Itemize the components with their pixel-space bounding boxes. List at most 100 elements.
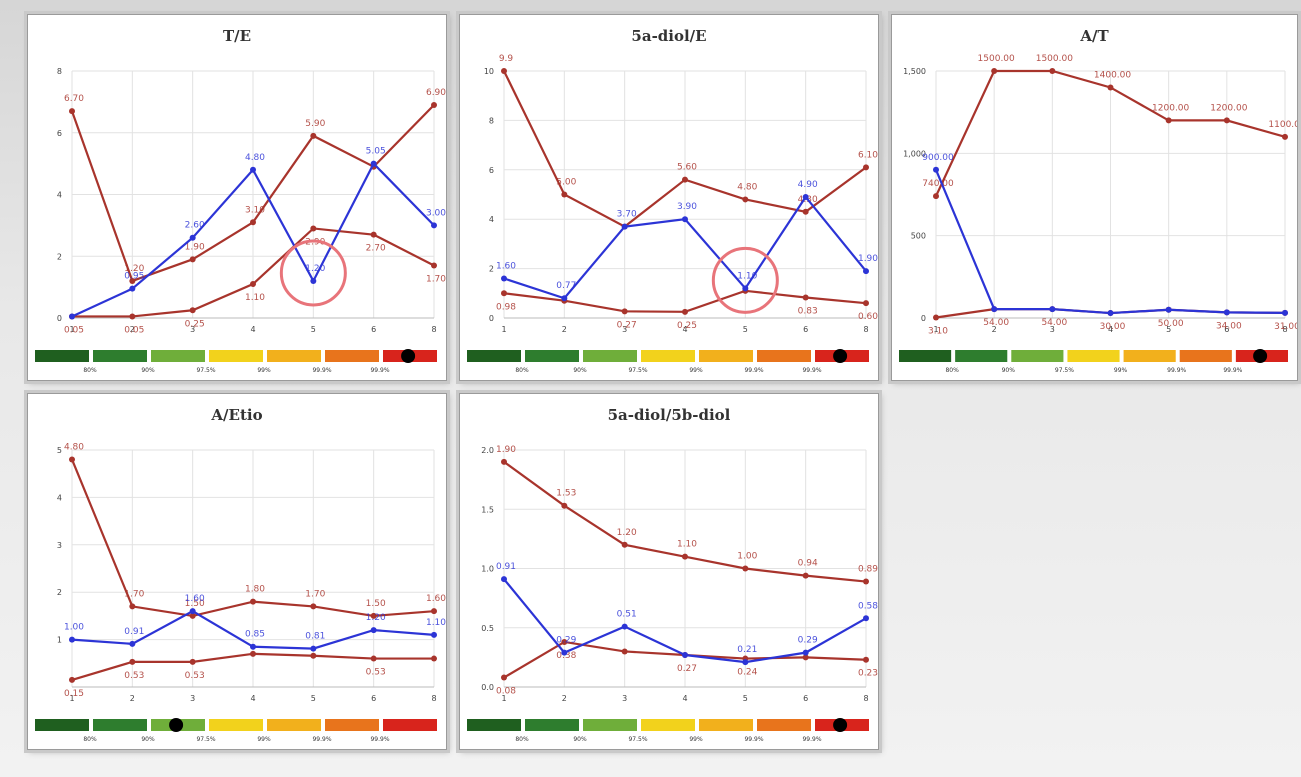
severity-band-segment: [325, 350, 379, 362]
band-indicator-dot: [401, 349, 416, 363]
data-label: 0.29: [556, 636, 576, 646]
data-label: 3.70: [617, 210, 637, 220]
data-label: 0.91: [496, 562, 516, 572]
data-label: 0.85: [245, 630, 265, 640]
x-tick-label: 1: [501, 325, 506, 334]
data-label: 0.21: [737, 645, 757, 655]
data-label: 0.27: [617, 320, 637, 330]
highlight-circle: [711, 246, 779, 314]
x-tick-label: 4: [1108, 325, 1113, 334]
data-label: 5.60: [677, 163, 697, 173]
data-label: 4.90: [798, 180, 818, 190]
data-point: [189, 256, 196, 263]
y-tick-label: 4: [489, 215, 494, 224]
data-point: [129, 313, 136, 320]
data-point: [621, 308, 628, 315]
x-tick-label: 8: [1282, 325, 1287, 334]
data-point: [802, 649, 809, 656]
data-label: 1.10: [426, 618, 446, 628]
data-label: 6.90: [426, 88, 446, 98]
data-label: 0.53: [185, 671, 205, 681]
data-label: 3.00: [426, 208, 446, 218]
band-threshold-label: 97.5%: [628, 736, 647, 743]
severity-band-segment: [467, 350, 521, 362]
data-label: 0.81: [305, 632, 325, 642]
y-tick-label: 2: [57, 588, 62, 597]
data-label: 1.20: [617, 528, 637, 538]
band-indicator-dot: [833, 718, 848, 732]
severity-band-segment: [641, 350, 695, 362]
chart-title: A/Etio: [210, 406, 262, 424]
data-point: [1165, 117, 1172, 124]
chart-title: 5a-diol/E: [631, 27, 706, 45]
y-tick-label: 0: [489, 314, 494, 323]
data-point: [189, 234, 196, 241]
data-label: 1500.00: [978, 54, 1015, 64]
band-threshold-label: 99%: [689, 367, 703, 374]
chart-title: A/T: [1079, 27, 1109, 45]
x-tick-label: 2: [562, 694, 567, 703]
data-label: 0.25: [185, 319, 205, 329]
data-point: [802, 193, 809, 200]
data-point: [802, 294, 809, 301]
data-point: [501, 458, 507, 465]
data-point: [129, 658, 136, 665]
data-label: 2.70: [366, 244, 386, 254]
x-tick-label: 3: [190, 325, 195, 334]
data-label: 4.80: [737, 182, 757, 192]
band-threshold-label: 99.9%: [370, 736, 389, 743]
data-point: [682, 216, 688, 223]
band-threshold-label: 97.5%: [196, 736, 215, 743]
band-threshold-label: 90%: [573, 736, 587, 743]
severity-band-segment: [383, 719, 437, 731]
y-tick-label: 6: [489, 166, 494, 175]
band-threshold-label: 90%: [573, 367, 587, 374]
x-tick-label: 1: [69, 325, 74, 334]
y-tick-label: 0.5: [481, 624, 494, 633]
data-label: 1200.00: [1210, 103, 1247, 113]
x-tick-label: 4: [250, 694, 255, 703]
y-tick-label: 500: [911, 232, 926, 241]
data-label: 2.60: [185, 221, 205, 231]
chart-panel-t-e: T/E 0 2 4 6 8 1 2 3 4 5 6 8 6.70 1.20 1.90 3.10 5.90 6.90 0…: [27, 14, 447, 381]
data-point: [1049, 68, 1056, 74]
data-label: 1.70: [305, 589, 325, 599]
x-tick-label: 6: [803, 694, 808, 703]
data-label: 6.70: [64, 94, 84, 104]
data-point: [250, 166, 256, 173]
severity-band-segment: [955, 350, 1008, 362]
severity-band-segment: [209, 719, 263, 731]
severity-band-segment: [267, 719, 321, 731]
data-point: [69, 636, 75, 643]
data-point: [129, 285, 136, 292]
band-threshold-label: 80%: [83, 367, 97, 374]
data-label: 4.80: [245, 153, 265, 163]
data-point: [863, 268, 869, 275]
data-label: 0.51: [617, 610, 637, 620]
data-label: 0.94: [798, 559, 818, 569]
data-point: [621, 648, 628, 655]
chart-panel-a-t: A/T 0 500 1,000 1,500 1 2 3 4 5 6 8 740.00 1500.00 150…: [891, 14, 1298, 381]
x-tick-label: 2: [130, 694, 135, 703]
y-tick-label: 8: [489, 116, 494, 125]
x-tick-label: 2: [562, 325, 567, 334]
data-label: 4.80: [64, 442, 84, 452]
data-point: [1107, 310, 1114, 317]
band-indicator-dot: [1253, 349, 1268, 363]
chart-svg: 5a-diol/5b-diol 0.0 0.5 1.0 1.5 2.0 1 2 3 4 5 6 8 1.9…: [467, 406, 878, 743]
data-label: 0.15: [64, 689, 84, 699]
data-label: 0.89: [858, 565, 878, 575]
x-tick-label: 3: [1050, 325, 1055, 334]
band-threshold-label: 99%: [689, 736, 703, 743]
data-point: [863, 615, 869, 622]
data-point: [431, 222, 437, 229]
data-point: [69, 676, 75, 683]
x-tick-label: 8: [431, 694, 436, 703]
data-point: [129, 640, 136, 647]
data-label: 0.05: [124, 325, 144, 335]
highlight-circle: [279, 239, 347, 307]
data-label: 31.00: [1274, 322, 1297, 332]
severity-band-segment: [583, 719, 637, 731]
data-point: [250, 650, 256, 657]
data-point: [561, 502, 568, 509]
